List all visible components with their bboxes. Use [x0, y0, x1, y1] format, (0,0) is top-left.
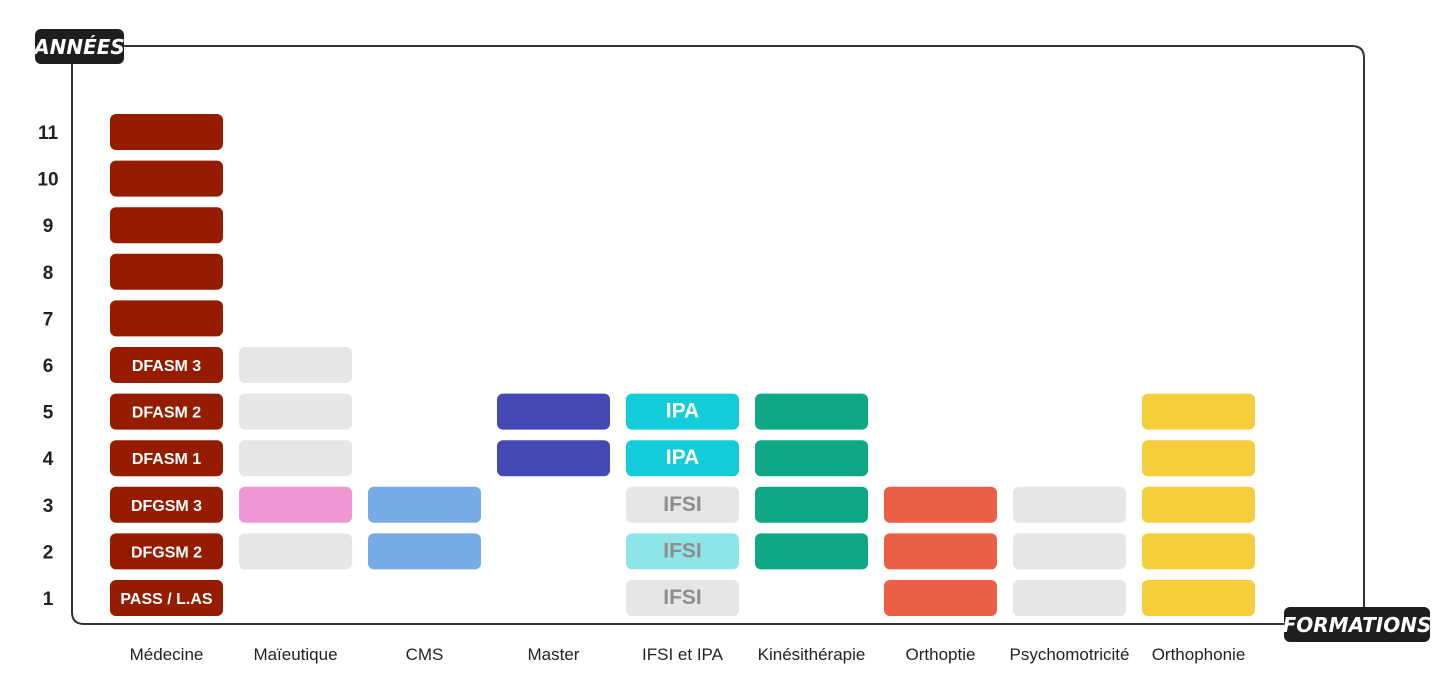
cell-label: IFSI: [663, 493, 702, 516]
cell-label: DFGSM 3: [131, 498, 202, 515]
cell-bar: [110, 253, 223, 290]
cell-bar: [239, 393, 352, 430]
cell-bar: [110, 160, 223, 197]
cell-bar: [368, 486, 481, 523]
chart-cells: PASS / L.AS DFGSM 2 DFGSM 3 DFASM 1 DFASM 2 D…: [110, 114, 1255, 616]
x-tick-label: Médecine: [130, 645, 204, 664]
cell-bar: [626, 440, 739, 477]
cell-bar: [110, 114, 223, 150]
x-axis-title-badge: FORMATIONS: [1283, 607, 1432, 642]
cell-bar: [110, 393, 223, 430]
cell-bar: [497, 440, 610, 477]
cell-bar: [755, 393, 868, 430]
cell-bar: [110, 440, 223, 477]
cell-bar: [110, 207, 223, 244]
cell-bar: [110, 533, 223, 570]
cell-bar: [1013, 486, 1126, 523]
cell-bar: [626, 580, 739, 616]
y-axis-title: ANNÉES: [32, 35, 125, 59]
cell-label: IPA: [666, 400, 699, 423]
cell-label: DFGSM 2: [131, 544, 202, 561]
x-tick-label: Orthoptie: [906, 645, 976, 664]
cell-bar: [1013, 580, 1126, 616]
cell-bar: [755, 486, 868, 523]
cell-bar: [239, 347, 352, 383]
y-tick-label: 7: [43, 309, 54, 330]
x-tick-label: Psychomotricité: [1010, 645, 1130, 664]
cell-bar: [1013, 533, 1126, 570]
cell-label: IFSI: [663, 586, 702, 609]
y-tick-label: 10: [37, 170, 58, 191]
cell-bar: [497, 393, 610, 430]
x-tick-label: IFSI et IPA: [642, 645, 724, 664]
cell-label: DFASM 3: [132, 358, 201, 375]
x-tick-label: Orthophonie: [1152, 645, 1246, 664]
cell-bar: [110, 580, 223, 616]
y-axis-title-badge: ANNÉES: [32, 29, 125, 64]
cell-bar: [110, 300, 223, 337]
cell-label: IFSI: [663, 539, 702, 562]
cell-bar: [1142, 440, 1255, 477]
cell-bar: [1142, 580, 1255, 616]
y-tick-label: 3: [43, 496, 54, 517]
cell-label: PASS / L.AS: [120, 591, 212, 608]
cell-bar: [1142, 533, 1255, 570]
cell-bar: [755, 440, 868, 477]
chart-frame: [71, 45, 1365, 625]
x-axis-title: FORMATIONS: [1283, 613, 1432, 637]
cell-label: IPA: [666, 446, 699, 469]
cell-bar: [239, 486, 352, 523]
y-tick-label: 8: [43, 263, 54, 284]
x-tick-label: Maïeutique: [253, 645, 337, 664]
y-tick-label: 4: [43, 449, 54, 470]
cell-bar: [239, 440, 352, 477]
y-tick-label: 11: [38, 123, 59, 144]
y-tick-label: 6: [43, 356, 54, 377]
cell-bar: [626, 486, 739, 523]
y-tick-label: 2: [43, 542, 54, 563]
cell-bar: [755, 533, 868, 570]
cell-bar: [110, 486, 223, 523]
cell-bar: [884, 533, 997, 570]
cell-label: DFASM 1: [132, 451, 201, 468]
cell-bar: [110, 347, 223, 383]
cell-bar: [626, 533, 739, 570]
y-tick-label: 1: [43, 589, 54, 610]
y-tick-label: 9: [43, 216, 54, 237]
x-tick-label: Master: [528, 645, 580, 664]
cell-bar: [239, 533, 352, 570]
x-tick-label: Kinésithérapie: [758, 645, 866, 664]
x-tick-label: CMS: [406, 645, 444, 664]
cell-bar: [626, 393, 739, 430]
y-tick-label: 5: [43, 403, 54, 424]
cell-bar: [884, 486, 997, 523]
cell-bar: [1142, 393, 1255, 430]
cell-bar: [1142, 486, 1255, 523]
cell-bar: [884, 580, 997, 616]
cell-bar: [368, 533, 481, 570]
cell-label: DFASM 2: [132, 405, 201, 422]
y-axis-ticks: 1 2 3 4 5 6 7 8 9 10 11: [37, 123, 58, 610]
x-axis-ticks: Médecine Maïeutique CMS Master IFSI et IPA Ki…: [130, 645, 1246, 664]
